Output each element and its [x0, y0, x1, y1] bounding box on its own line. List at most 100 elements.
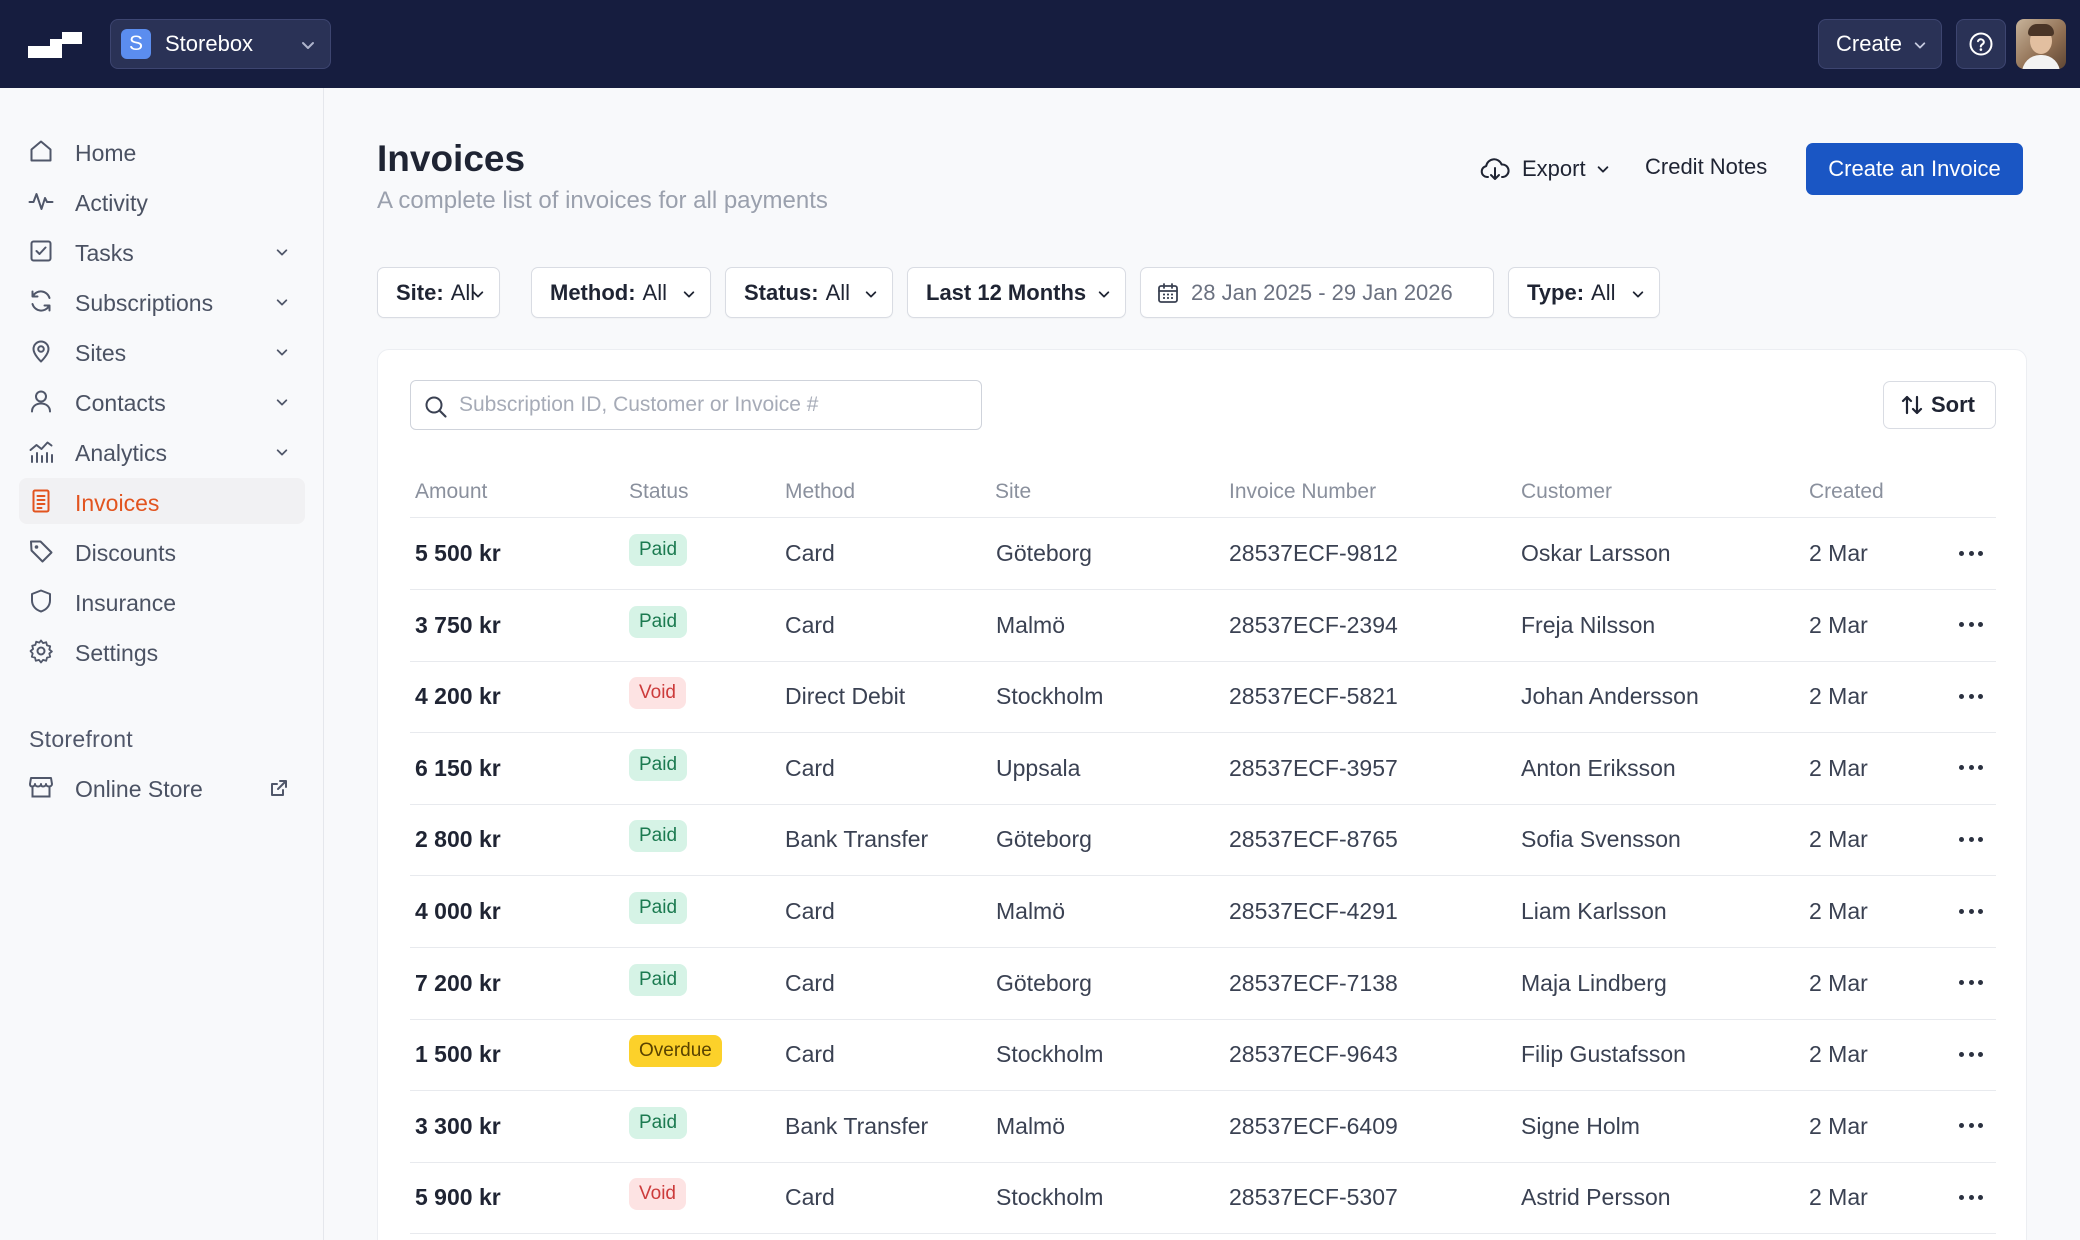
method-cell: Card: [785, 540, 835, 566]
more-options-icon[interactable]: [1956, 898, 1986, 924]
create-invoice-button[interactable]: Create an Invoice: [1806, 143, 2023, 195]
export-button[interactable]: Export: [1480, 152, 1610, 186]
filter-value: Last 12 Months: [926, 279, 1087, 305]
created-cell: 2 Mar: [1809, 540, 1868, 566]
sidebar-item-label: Home: [75, 140, 137, 166]
method-cell: Card: [785, 898, 835, 924]
calendar-icon: [1158, 282, 1178, 303]
site-cell: Göteborg: [996, 969, 1092, 996]
more-options-icon[interactable]: [1956, 540, 1986, 566]
site-cell: Stockholm: [996, 1184, 1104, 1211]
credit-notes-button[interactable]: Credit Notes: [1645, 154, 1768, 179]
site-cell: Malmö: [996, 1112, 1066, 1139]
period-filter[interactable]: Last 12 Months: [907, 267, 1126, 318]
store-switcher[interactable]: S Storebox: [110, 19, 331, 69]
sidebar-item-settings[interactable]: Settings: [19, 628, 305, 674]
more-options-icon[interactable]: [1956, 1041, 1986, 1067]
create-button[interactable]: Create: [1818, 19, 1942, 69]
chevron-down-icon: [276, 449, 288, 456]
column-header-created[interactable]: Created: [1809, 480, 1884, 503]
search-input[interactable]: [459, 389, 969, 421]
activity-icon: [28, 193, 54, 210]
sidebar-item-label: Insurance: [75, 590, 177, 616]
created-cell: 2 Mar: [1809, 1112, 1868, 1139]
column-header-invoice-number[interactable]: Invoice Number: [1229, 480, 1377, 503]
status-badge: Void: [629, 677, 686, 710]
analytics-icon: [29, 441, 53, 463]
created-cell: 2 Mar: [1809, 826, 1868, 853]
table-row[interactable]: 2 800 kr Bank Transfer Göteborg 28537ECF-87…: [410, 804, 1996, 877]
table-row[interactable]: 3 300 kr Bank Transfer Malmö 28537ECF-6409 S…: [410, 1091, 1996, 1163]
sidebar-item-label: Settings: [75, 640, 159, 666]
more-options-icon[interactable]: [1956, 826, 1986, 852]
amount-cell: 5 900 kr: [415, 1184, 501, 1211]
home-icon: [30, 140, 52, 162]
search-box[interactable]: [410, 380, 982, 430]
sidebar-item-discounts[interactable]: Discounts: [19, 528, 305, 574]
sidebar-item-invoices[interactable]: Invoices: [19, 478, 305, 524]
table-row[interactable]: 7 200 kr Card Göteborg 28537ECF-7138 Maja Li…: [410, 948, 1996, 1020]
cloud-download-icon: [1480, 158, 1510, 180]
column-header-status[interactable]: Status: [629, 480, 689, 503]
filter-value: All: [1591, 279, 1616, 305]
sidebar-item-label: Online Store: [75, 776, 203, 802]
brand-logo[interactable]: [28, 32, 82, 60]
column-header-method[interactable]: Method: [785, 480, 856, 503]
table-row[interactable]: 3 750 kr Card Malmö 28537ECF-2394 Freja Nils…: [410, 590, 1996, 662]
more-options-icon[interactable]: [1956, 1184, 1986, 1210]
amount-cell: 6 150 kr: [415, 754, 501, 781]
storefront-section-title: Storefront: [29, 726, 133, 752]
more-options-icon[interactable]: [1956, 612, 1986, 638]
column-header-site[interactable]: Site: [995, 480, 1032, 503]
sidebar-item-sites[interactable]: Sites: [19, 328, 305, 374]
sidebar-item-tasks[interactable]: Tasks: [19, 228, 305, 274]
store-icon: [29, 777, 53, 798]
invoice-number-cell: 28537ECF-2394: [1229, 611, 1398, 638]
store-badge: S: [121, 29, 151, 59]
amount-cell: 7 200 kr: [415, 969, 501, 996]
help-button[interactable]: [1956, 19, 2006, 69]
method-cell: Card: [785, 969, 835, 996]
sidebar-item-analytics[interactable]: Analytics: [19, 428, 305, 474]
table-row[interactable]: 6 150 kr Card Uppsala 28537ECF-3957 Anton Er…: [410, 733, 1996, 805]
table-row[interactable]: 4 000 kr Card Malmö 28537ECF-4291 Liam Karls…: [410, 876, 1996, 948]
created-cell: 2 Mar: [1809, 1184, 1868, 1211]
sidebar-item-subscriptions[interactable]: Subscriptions: [19, 278, 305, 324]
method-filter[interactable]: Method: All: [531, 267, 711, 318]
more-options-icon[interactable]: [1956, 683, 1986, 709]
date-range-filter[interactable]: 28 Jan 2025 - 29 Jan 2026: [1140, 267, 1494, 318]
table-row[interactable]: 4 200 kr Direct Debit Stockholm 28537ECF-58…: [410, 661, 1996, 734]
table-row[interactable]: 5 500 kr Card Göteborg 28537ECF-9812 Oskar L…: [410, 518, 1996, 590]
type-filter[interactable]: Type: All: [1508, 267, 1660, 318]
sidebar-item-activity[interactable]: Activity: [19, 178, 305, 224]
sort-button[interactable]: Sort: [1883, 381, 1996, 429]
sort-icon: [1901, 395, 1923, 415]
method-cell: Card: [785, 1184, 835, 1211]
customer-cell: Oskar Larsson: [1521, 540, 1671, 566]
column-header-amount[interactable]: Amount: [415, 480, 488, 503]
invoice-number-cell: 28537ECF-6409: [1229, 1112, 1398, 1139]
column-header-customer[interactable]: Customer: [1521, 480, 1613, 503]
amount-cell: 5 500 kr: [415, 540, 501, 566]
sidebar-item-online-store[interactable]: Online Store: [19, 764, 305, 810]
customer-cell: Astrid Persson: [1521, 1184, 1671, 1211]
method-cell: Card: [785, 611, 835, 638]
site-cell: Stockholm: [996, 683, 1104, 710]
method-cell: Card: [785, 1041, 835, 1068]
sidebar-item-contacts[interactable]: Contacts: [19, 378, 305, 424]
more-options-icon[interactable]: [1956, 970, 1986, 996]
user-avatar[interactable]: [2016, 19, 2066, 69]
site-filter[interactable]: Site: All: [377, 267, 500, 318]
invoice-number-cell: 28537ECF-5821: [1229, 683, 1398, 710]
sidebar-item-insurance[interactable]: Insurance: [19, 578, 305, 624]
table-row[interactable]: 1 500 kr Card Stockholm 28537ECF-9643 Filip …: [410, 1019, 1996, 1092]
invoice-number-cell: 28537ECF-8765: [1229, 826, 1398, 853]
invoices-icon: [32, 489, 50, 513]
sidebar-item-label: Subscriptions: [75, 290, 214, 316]
top-bar: S Storebox Create: [0, 0, 2080, 88]
more-options-icon[interactable]: [1956, 755, 1986, 781]
sidebar-item-home[interactable]: Home: [19, 128, 305, 174]
more-options-icon[interactable]: [1956, 1113, 1986, 1139]
table-row[interactable]: 5 900 kr Card Stockholm 28537ECF-5307 Astrid…: [410, 1162, 1996, 1235]
status-filter[interactable]: Status: All: [725, 267, 893, 318]
